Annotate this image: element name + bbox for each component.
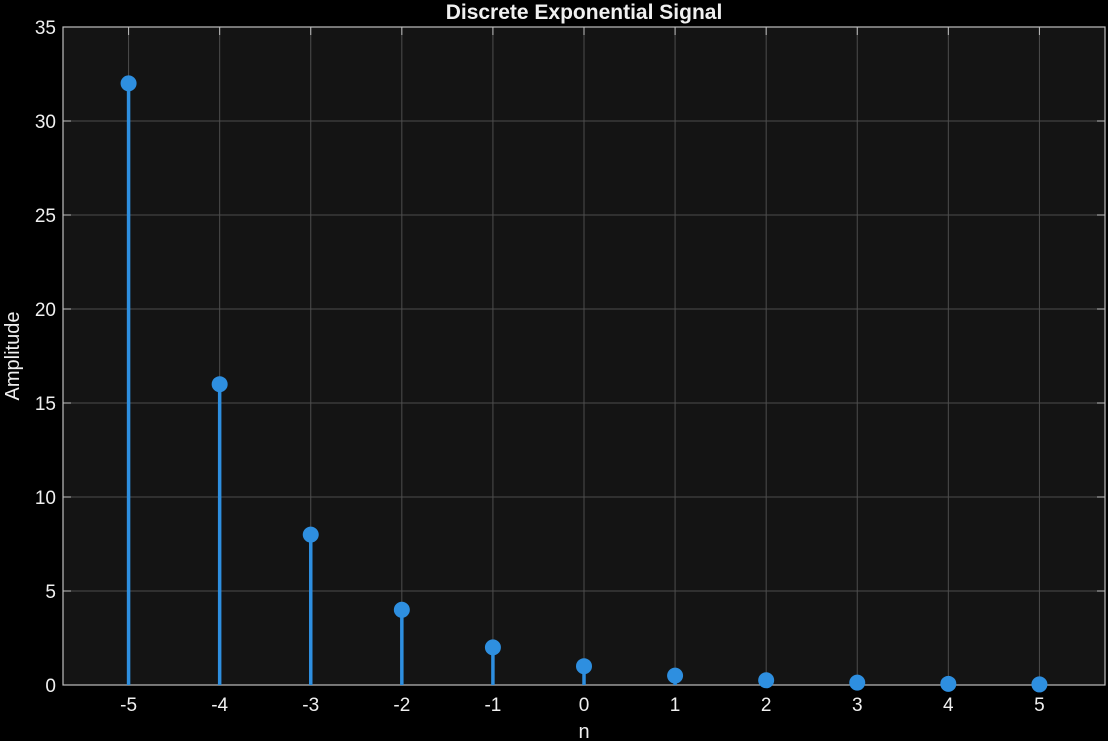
stem-marker	[667, 667, 684, 684]
stem-marker	[393, 601, 410, 618]
y-axis-label: Amplitude	[2, 312, 24, 401]
x-tick-label: -5	[120, 695, 137, 716]
x-tick-label: 3	[852, 695, 863, 716]
x-tick-label: -4	[211, 695, 228, 716]
y-tick-label: 35	[35, 18, 56, 39]
chart-title: Discrete Exponential Signal	[446, 1, 723, 24]
x-tick-label: -1	[484, 695, 501, 716]
y-tick-label: 10	[35, 488, 56, 509]
stem-marker	[484, 639, 501, 656]
stem-marker	[302, 526, 319, 543]
stem-marker	[849, 674, 866, 691]
x-tick-label: 5	[1034, 695, 1045, 716]
stem-marker	[758, 672, 775, 689]
stem-marker	[940, 675, 957, 692]
x-tick-label: 2	[761, 695, 772, 716]
y-tick-label: 30	[35, 112, 56, 133]
stem-series	[120, 75, 1048, 693]
stem-marker	[211, 376, 228, 393]
stem-marker	[120, 75, 137, 92]
x-axis-label: n	[578, 721, 589, 741]
y-tick-label: 0	[45, 676, 56, 697]
stem-marker	[576, 658, 592, 675]
x-tick-label: -3	[302, 695, 319, 716]
stem-marker	[1031, 676, 1048, 693]
x-tick-label: 4	[943, 695, 954, 716]
y-tick-label: 20	[35, 300, 56, 321]
y-tick-labels: 0 5 10 15 20 25 30 35	[35, 18, 56, 697]
x-tick-labels: -5 -4 -3 -2 -1 0 1 2 3 4 5	[120, 695, 1045, 716]
y-tick-label: 25	[35, 206, 56, 227]
x-tick-label: 1	[670, 695, 681, 716]
y-tick-label: 5	[45, 582, 56, 603]
x-tick-label: -2	[393, 695, 410, 716]
x-tick-label: 0	[579, 695, 590, 716]
y-tick-label: 15	[35, 394, 56, 415]
